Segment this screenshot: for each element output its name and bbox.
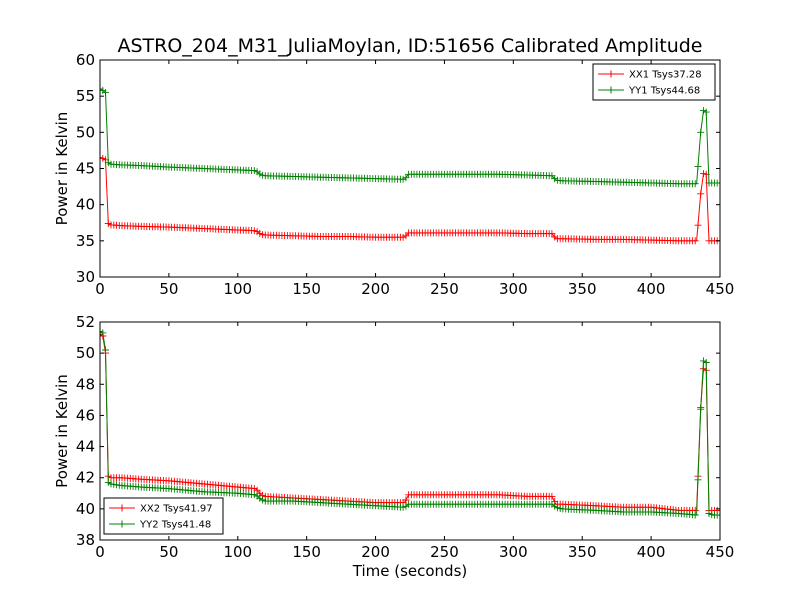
series-markers-2 — [100, 85, 720, 188]
series-marker-path-1 — [100, 154, 720, 245]
y-tick-label: 60 — [76, 51, 95, 69]
plot-area — [100, 85, 720, 245]
x-tick-label: 200 — [361, 543, 390, 561]
x-tick-label: 400 — [637, 280, 666, 298]
y-tick-label: 55 — [76, 87, 95, 105]
x-axis-label: Time (seconds) — [352, 562, 468, 580]
x-tick-label: 300 — [499, 543, 528, 561]
legend: XX2 Tsys41.97 YY2 Tsys41.48 — [103, 497, 224, 535]
y-tick-label: 40 — [76, 500, 95, 518]
y-tick-label: 50 — [76, 123, 95, 141]
y-tick-label: 40 — [76, 196, 95, 214]
x-tick-label: 400 — [637, 543, 666, 561]
x-tick-label: 250 — [430, 280, 459, 298]
x-tick-label: 350 — [568, 280, 597, 298]
legend: XX1 Tsys37.28 YY1 Tsys44.68 — [592, 63, 716, 101]
top-panel: ASTRO_204_M31_JuliaMoylan, ID:51656 Cali… — [53, 35, 734, 298]
y-tick-label: 48 — [76, 375, 95, 393]
legend-swatch-marker — [607, 70, 615, 78]
x-tick-label: 150 — [292, 543, 321, 561]
series-markers-2 — [100, 327, 720, 519]
series-marker-path-2 — [100, 85, 720, 188]
x-tick-label: 50 — [159, 543, 178, 561]
legend-label: YY2 Tsys41.48 — [139, 520, 211, 531]
series-markers-1 — [100, 154, 720, 245]
x-tick-label: 50 — [159, 280, 178, 298]
x-tick-label: 100 — [223, 280, 252, 298]
x-tick-label: 450 — [706, 280, 735, 298]
x-tick-label: 450 — [706, 543, 735, 561]
y-axis-label: Power in Kelvin — [53, 374, 71, 488]
bottom-panel: 0 50 100 150 200 250 300 350 400 450 38 40 42 44 46 48 5… — [53, 313, 734, 580]
x-tick-label: 250 — [430, 543, 459, 561]
y-tick-label: 44 — [76, 438, 95, 456]
x-tick-label: 350 — [568, 543, 597, 561]
x-tick-label: 300 — [499, 280, 528, 298]
series-marker-path-2 — [100, 327, 720, 519]
y-tick-label: 52 — [76, 313, 95, 331]
plot-area — [100, 327, 720, 519]
chart-title: ASTRO_204_M31_JuliaMoylan, ID:51656 Cali… — [117, 35, 702, 57]
x-tick-label: 200 — [361, 280, 390, 298]
axes-frame — [99, 321, 721, 541]
y-tick-label: 30 — [76, 268, 95, 286]
legend-label: YY1 Tsys44.68 — [628, 86, 700, 97]
legend-swatch-marker — [607, 86, 615, 94]
x-tick-label: 0 — [95, 543, 105, 561]
legend-label: XX2 Tsys41.97 — [140, 504, 213, 515]
legend-swatch-marker — [118, 520, 126, 528]
legend-label: XX1 Tsys37.28 — [629, 70, 702, 81]
x-tick-label: 0 — [95, 280, 105, 298]
legend-swatch-marker — [118, 504, 126, 512]
x-tick-label: 150 — [292, 280, 321, 298]
y-tick-label: 38 — [76, 531, 95, 549]
x-tick-label: 100 — [223, 543, 252, 561]
y-tick-label: 35 — [76, 232, 95, 250]
y-tick-label: 42 — [76, 469, 95, 487]
y-tick-label: 45 — [76, 160, 95, 178]
y-tick-label: 46 — [76, 406, 95, 424]
legend-box — [592, 63, 716, 101]
y-tick-label: 50 — [76, 344, 95, 362]
y-axis-label: Power in Kelvin — [53, 112, 71, 226]
legend-box — [103, 497, 224, 535]
